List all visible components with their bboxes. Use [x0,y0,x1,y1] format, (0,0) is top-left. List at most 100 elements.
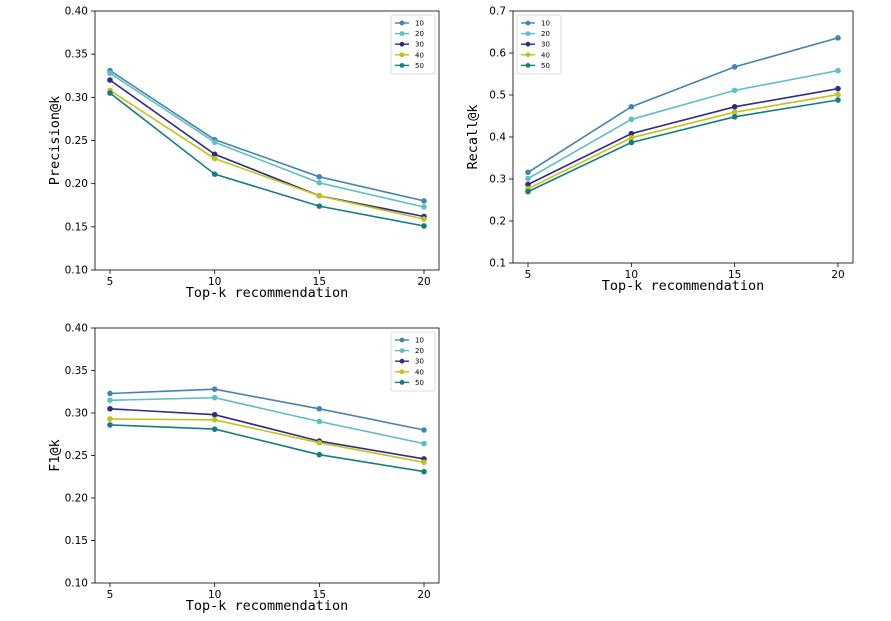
data-point [107,77,113,83]
data-point [316,173,323,180]
data-point [525,175,531,182]
data-point [211,411,218,418]
y-tick-label: 0.10 [65,265,88,277]
legend-label: 50 [541,62,550,70]
x-tick-label: 10 [625,269,638,281]
data-point [211,426,218,432]
y-tick-label: 0.25 [65,135,88,147]
series-10 [525,35,841,176]
data-point [211,171,218,177]
y-axis-title: Recall@k [465,104,481,169]
x-tick-label: 10 [208,589,221,601]
series-40 [107,87,427,222]
series-10 [107,67,427,204]
data-point [525,188,531,195]
data-point [421,427,427,433]
data-point [421,440,427,447]
series-line [109,408,425,460]
series-line [109,424,425,473]
series-20 [525,67,841,182]
data-point [421,459,427,466]
x-tick-label: 20 [417,589,430,601]
data-point [107,70,113,76]
y-tick-label: 0.1 [489,258,506,270]
series-line [527,87,839,186]
series-10 [107,386,427,433]
data-point [628,135,635,141]
legend-label: 30 [541,41,550,49]
data-point [316,439,323,446]
data-point [525,181,531,188]
y-axis-title: Precision@k [47,96,63,185]
x-tick-label: 15 [313,276,326,288]
y-tick-label: 0.15 [65,221,88,233]
series-30 [107,405,427,462]
plot-frame [94,10,440,271]
x-axis-title: Top-k recommendation [602,278,765,294]
legend-box [390,331,436,392]
legend: 10 20 30 40 50 [390,14,436,75]
data-point [731,103,738,110]
series-line [527,37,839,173]
y-tick-label: 0.35 [65,49,88,61]
data-point [316,405,323,412]
legend-swatch-marker [525,52,531,58]
legend-label: 40 [415,51,424,59]
legend-label: 20 [541,30,550,38]
series-line [109,89,425,220]
data-point [421,216,427,222]
data-point [421,198,427,204]
data-point [628,116,635,123]
data-point [211,155,218,162]
y-tick-label: 0.40 [65,6,88,18]
x-tick-label: 5 [525,269,532,281]
y-tick-label: 0.3 [489,174,506,186]
legend-swatch-marker [399,20,405,26]
data-point [316,203,323,209]
series-50 [107,422,427,475]
series-line [527,69,839,180]
series-20 [107,70,427,210]
legend-label: 20 [415,30,424,38]
legend-swatch-marker [399,358,405,364]
legend-box [390,14,436,75]
y-tick-label: 0.40 [65,323,88,335]
series-line [109,79,425,218]
legend-box [516,14,562,75]
data-point [731,64,738,70]
data-point [628,139,635,146]
series-line [527,99,839,193]
data-point [316,418,323,425]
legend-swatch-marker [399,52,405,58]
legend-swatch-marker [399,337,405,343]
data-point [835,97,841,103]
legend-swatch-marker [399,63,405,68]
x-axis-title: Top-k recommendation [186,285,349,301]
legend-swatch-marker [399,348,405,353]
series-40 [525,91,841,192]
data-point [107,397,113,404]
y-tick-label: 0.25 [65,450,88,462]
chart-panel-f1-at-k: 0.10 0.15 0.20 0.25 0.30 0.35 0.40 5 10 15 20 Top-k… [47,323,440,614]
legend-label: 40 [415,368,424,376]
legend-label: 30 [415,358,424,366]
x-axis-title: Top-k recommendation [186,598,349,614]
legend-label: 30 [415,41,424,49]
legend-swatch-marker [399,41,405,47]
x-tick-label: 5 [107,589,114,601]
data-point [211,386,218,393]
legend: 10 20 30 40 50 [516,14,562,75]
legend-swatch-marker [399,380,405,385]
data-point [316,180,323,186]
data-point [731,87,738,94]
series-20 [107,394,427,447]
y-tick-label: 0.20 [65,178,88,190]
data-point [211,139,218,146]
legend-swatch-marker [525,63,531,68]
data-point [421,204,427,210]
data-point [731,114,738,120]
series-line [109,92,425,227]
y-tick-label: 0.10 [65,578,88,590]
legend-swatch-marker [525,20,531,26]
legend-label: 50 [415,379,424,387]
